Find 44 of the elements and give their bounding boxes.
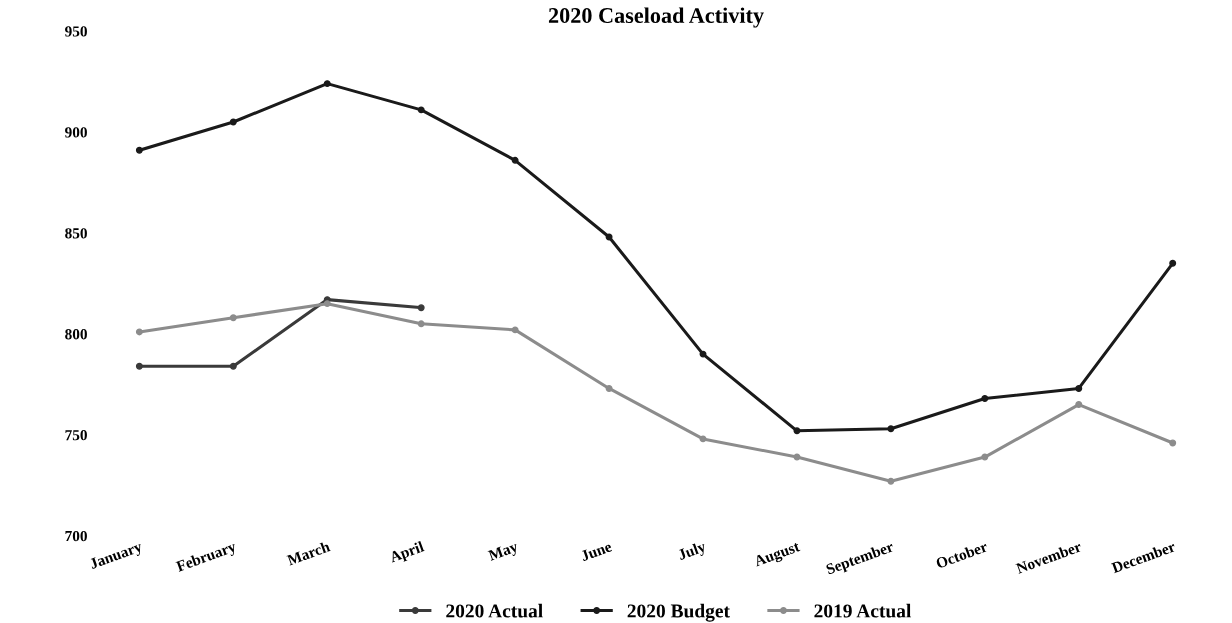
point xyxy=(323,80,331,88)
y-tick-label: 900 xyxy=(65,127,87,138)
point xyxy=(699,350,707,358)
point xyxy=(417,106,425,114)
y-tick-label: 950 xyxy=(65,26,87,37)
x-tick-label: March xyxy=(286,540,331,566)
x-tick-label: May xyxy=(487,541,520,564)
point xyxy=(135,328,143,336)
x-tick-label: January xyxy=(89,541,144,573)
point xyxy=(1075,384,1083,392)
point xyxy=(981,395,989,402)
x-tick-label: July xyxy=(677,540,708,564)
point xyxy=(793,453,801,461)
point xyxy=(229,362,237,370)
point xyxy=(887,425,895,433)
point xyxy=(135,362,143,370)
y-tick-label: 850 xyxy=(65,228,87,239)
point xyxy=(605,384,613,392)
x-tick-label: June xyxy=(580,541,613,562)
point xyxy=(417,304,425,312)
point xyxy=(1169,259,1177,267)
point xyxy=(1169,439,1177,447)
legend-label: 2019 Actual xyxy=(814,603,912,618)
point xyxy=(1075,401,1083,409)
point xyxy=(887,477,895,485)
legend-label: 2020 Budget xyxy=(627,603,730,622)
point xyxy=(511,156,519,164)
point xyxy=(229,118,237,126)
point xyxy=(793,427,801,435)
point xyxy=(135,146,143,154)
chart-title: 2020 Caseload Activity xyxy=(548,7,764,28)
y-tick-label: 750 xyxy=(65,429,87,441)
x-tick-label: August xyxy=(753,541,802,570)
x-tick-label: October xyxy=(935,540,989,569)
x-tick-label: April xyxy=(388,540,426,566)
point xyxy=(981,453,989,461)
y-tick-label: 800 xyxy=(65,329,87,340)
point xyxy=(323,300,331,308)
point xyxy=(699,435,707,443)
point xyxy=(229,314,237,322)
point xyxy=(417,320,425,328)
y-tick-label: 700 xyxy=(65,530,87,542)
point xyxy=(511,326,519,334)
legend-label: 2020 Actual xyxy=(446,603,543,618)
